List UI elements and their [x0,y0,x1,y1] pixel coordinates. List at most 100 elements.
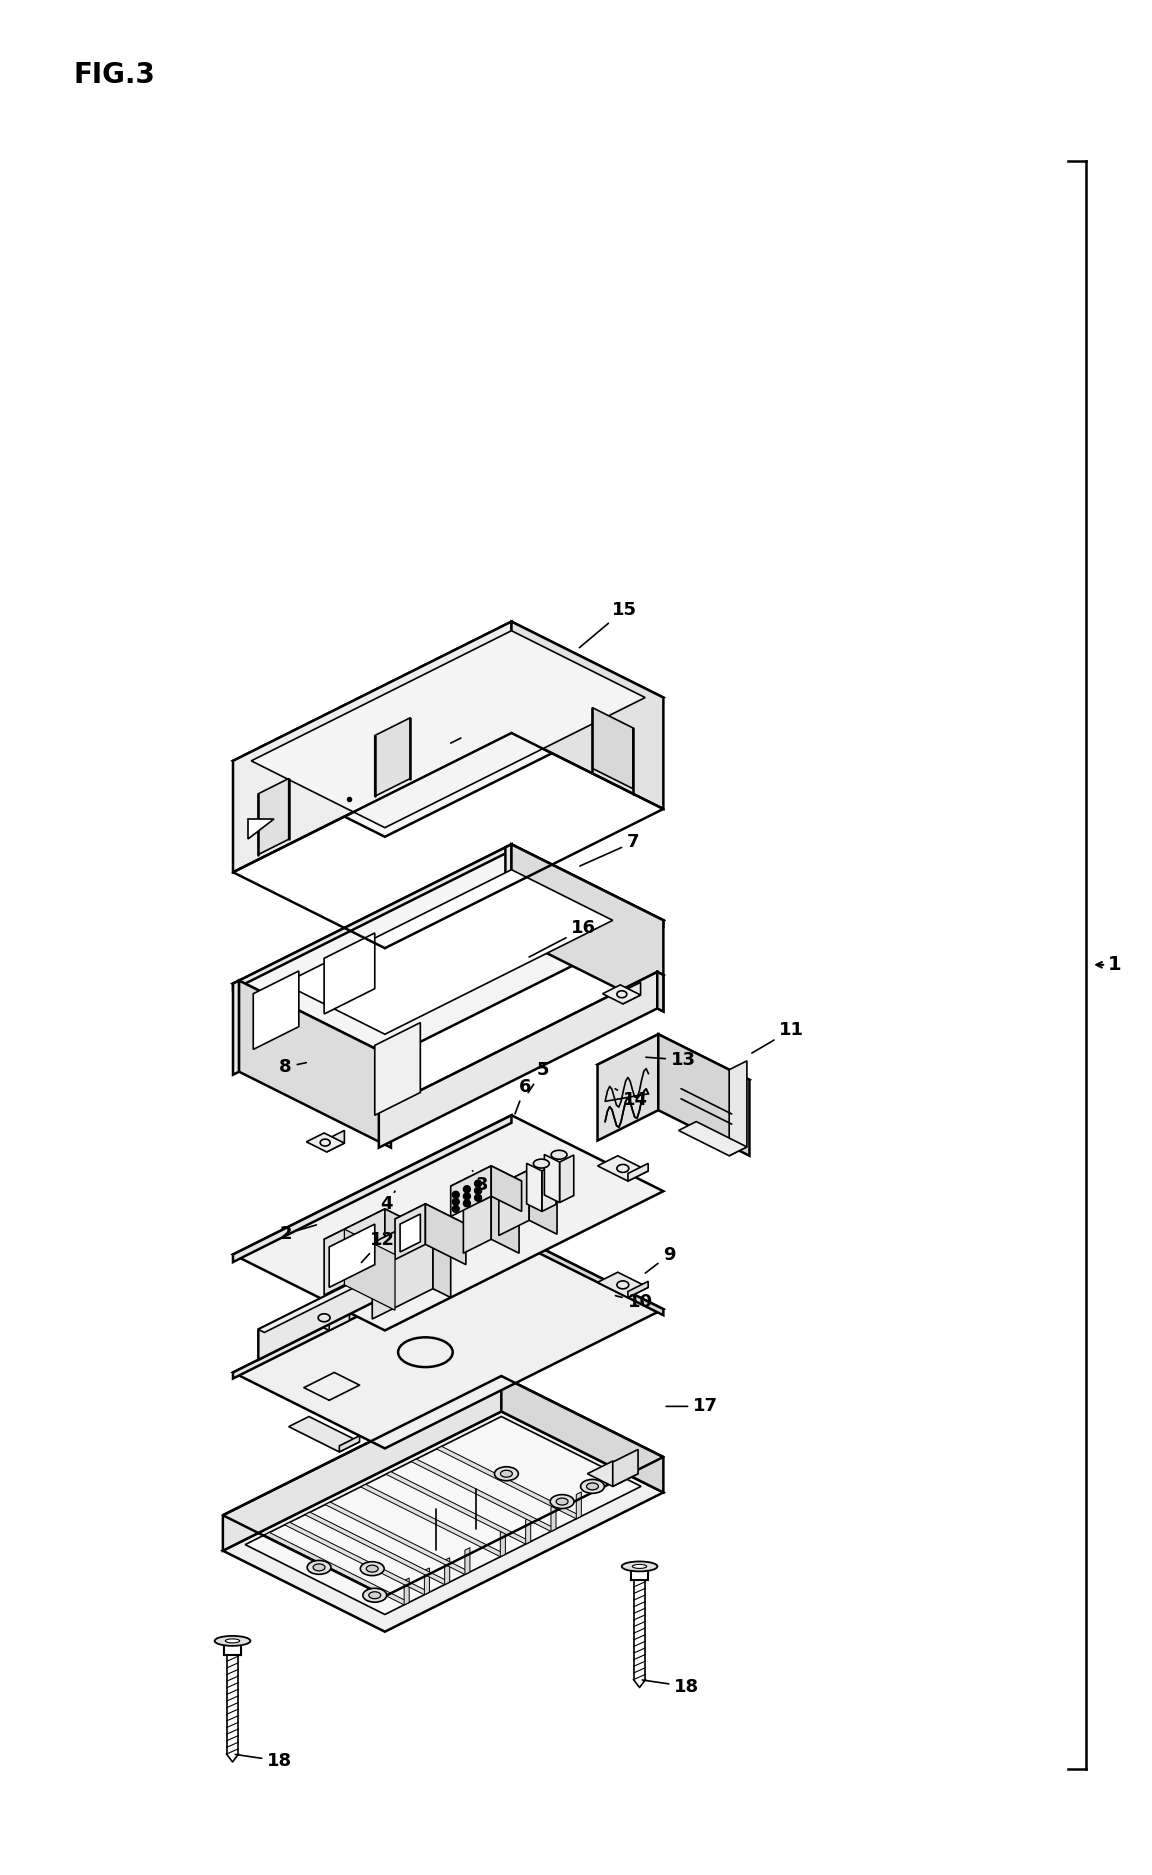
Polygon shape [233,1116,664,1331]
Text: 16: 16 [529,919,597,956]
Polygon shape [324,934,374,1014]
Polygon shape [379,971,658,1148]
Text: 3: 3 [472,1170,488,1194]
Polygon shape [602,984,641,1003]
Polygon shape [425,1204,465,1264]
Text: 18: 18 [643,1678,699,1695]
Text: 14: 14 [615,1089,647,1110]
Polygon shape [233,981,240,1074]
Polygon shape [298,1305,349,1331]
Text: 8: 8 [279,1058,306,1076]
Polygon shape [433,1213,450,1297]
Polygon shape [511,844,664,1011]
Polygon shape [233,844,664,1059]
Polygon shape [592,707,632,789]
Polygon shape [576,1492,582,1519]
Polygon shape [424,1568,430,1596]
Polygon shape [545,1155,560,1202]
Polygon shape [283,870,613,1035]
Ellipse shape [366,1566,378,1571]
Polygon shape [400,1213,420,1252]
Text: 11: 11 [752,1020,804,1054]
Text: 18: 18 [235,1751,293,1770]
Ellipse shape [556,1498,568,1506]
Polygon shape [258,1271,381,1333]
Polygon shape [251,630,645,827]
Text: 4: 4 [380,1191,395,1213]
Circle shape [475,1179,482,1187]
Ellipse shape [361,1562,384,1575]
Text: 15: 15 [579,600,637,647]
Ellipse shape [533,1159,550,1168]
Text: FIG.3: FIG.3 [74,62,156,90]
Text: 5: 5 [528,1061,550,1093]
Polygon shape [526,1162,541,1211]
Polygon shape [344,1230,395,1311]
Polygon shape [324,1209,435,1264]
Polygon shape [404,1579,409,1605]
Polygon shape [499,1170,529,1236]
Polygon shape [729,1061,746,1155]
Polygon shape [324,1209,385,1296]
Polygon shape [450,1166,522,1202]
Ellipse shape [551,1149,567,1159]
Polygon shape [541,1164,556,1211]
Polygon shape [511,1234,664,1314]
Polygon shape [233,622,511,872]
Ellipse shape [551,1494,574,1509]
Text: 17: 17 [666,1397,718,1416]
Text: 10: 10 [615,1294,653,1311]
Circle shape [463,1185,470,1192]
Circle shape [463,1192,470,1200]
Ellipse shape [226,1639,240,1642]
Text: 1: 1 [1108,954,1122,975]
Text: 2: 2 [280,1224,317,1243]
Circle shape [453,1191,460,1198]
Polygon shape [329,1312,349,1331]
Polygon shape [240,981,391,1148]
Polygon shape [598,1035,658,1140]
Polygon shape [361,1485,506,1556]
Polygon shape [598,1035,750,1110]
Circle shape [475,1187,482,1194]
Polygon shape [395,1204,425,1260]
Polygon shape [385,1209,435,1290]
Polygon shape [265,1532,409,1605]
Circle shape [463,1200,470,1208]
Polygon shape [506,844,664,922]
Circle shape [475,1194,482,1202]
Polygon shape [450,1166,491,1217]
Polygon shape [306,1132,344,1151]
Polygon shape [325,1502,470,1575]
Polygon shape [463,1168,520,1196]
Polygon shape [233,1234,511,1378]
Polygon shape [500,1530,506,1556]
Polygon shape [233,1116,511,1262]
Polygon shape [628,1162,649,1181]
Polygon shape [285,1522,430,1596]
Ellipse shape [313,1564,325,1571]
Polygon shape [658,971,664,1011]
Text: 7: 7 [579,832,639,866]
Ellipse shape [369,1592,380,1599]
Polygon shape [491,1166,522,1211]
Circle shape [453,1198,460,1206]
Polygon shape [598,1155,649,1181]
Ellipse shape [622,1562,658,1571]
Polygon shape [588,1461,638,1487]
Polygon shape [628,1281,649,1297]
Polygon shape [598,1273,649,1297]
Polygon shape [525,1517,531,1545]
Ellipse shape [581,1479,605,1492]
Polygon shape [506,844,511,939]
Polygon shape [511,844,664,926]
Ellipse shape [632,1564,646,1568]
Polygon shape [233,981,391,1059]
Ellipse shape [363,1588,387,1601]
Polygon shape [551,1504,556,1532]
Polygon shape [327,1131,344,1151]
Polygon shape [395,1204,465,1239]
Polygon shape [529,1170,558,1234]
Polygon shape [258,778,289,855]
Polygon shape [445,1558,449,1584]
